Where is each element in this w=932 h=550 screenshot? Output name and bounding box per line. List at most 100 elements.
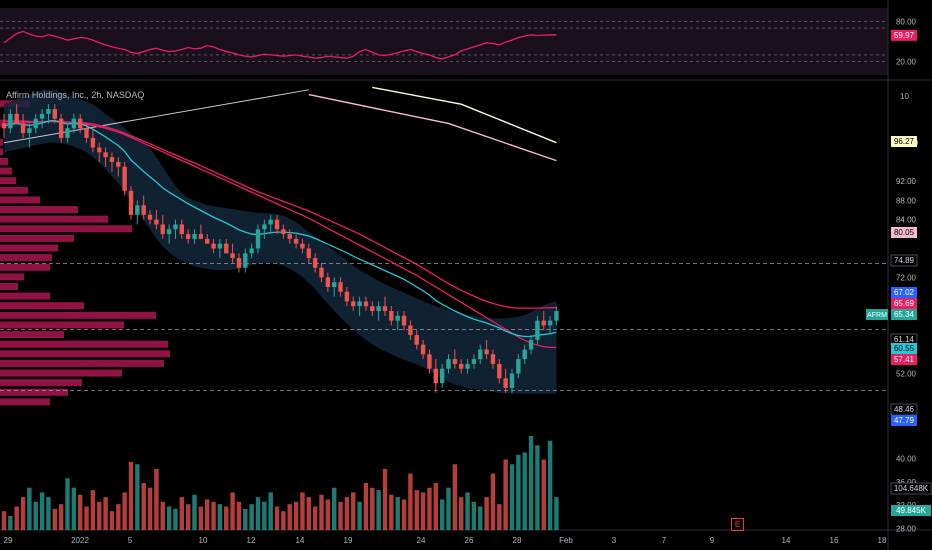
candle-body <box>65 128 70 138</box>
candle-body <box>109 157 115 162</box>
candle-body <box>420 344 426 355</box>
volume-bar <box>84 506 89 530</box>
time-axis-label: 10 <box>199 536 208 545</box>
volume-bar <box>363 483 369 530</box>
volume-bar <box>522 452 527 530</box>
candle-body <box>535 320 540 340</box>
volume-bar <box>8 515 13 530</box>
volume-profile-bar <box>0 398 50 406</box>
candle-body <box>478 349 483 360</box>
volume-bar <box>116 504 121 530</box>
rsi-axis-label: 80.00 <box>896 17 917 26</box>
volume-profile-bar <box>0 177 16 185</box>
candle-body <box>439 368 445 384</box>
price-tag-ema50 <box>891 298 917 309</box>
candle-body <box>325 277 331 287</box>
candle-body <box>452 359 458 364</box>
volume-bar <box>439 499 445 530</box>
candle-body <box>116 161 121 167</box>
candle-body <box>414 335 419 345</box>
price-tag-label-hline-low: 48.46 <box>894 405 915 414</box>
rsi-pane-background <box>0 8 888 75</box>
volume-bar <box>192 494 197 530</box>
rsi-line <box>3 30 557 60</box>
volume-profile-bar <box>0 311 156 319</box>
time-axis-label: Feb <box>559 536 573 545</box>
ema-mid-line <box>3 120 557 309</box>
candle-body <box>147 214 153 220</box>
price-tag-label-ema50: 65.69 <box>894 299 915 308</box>
rsi-value-tag <box>891 29 917 41</box>
volume-bar <box>122 492 127 530</box>
candle-body <box>465 363 470 369</box>
volume-bar <box>535 445 540 530</box>
volume-bar <box>262 501 267 530</box>
time-axis-label: 9 <box>710 536 715 545</box>
candle-body <box>274 219 280 230</box>
earnings-badge[interactable]: E <box>731 518 744 531</box>
volume-bar <box>395 497 400 530</box>
candle-body <box>8 113 13 129</box>
candle-body <box>319 267 324 278</box>
price-axis-label-partial: 10 <box>900 92 909 101</box>
volume-profile-bar <box>0 215 108 223</box>
volume-profile-bar <box>0 331 64 339</box>
price-tag-label-hline-top: 74.89 <box>894 256 915 265</box>
candle-body <box>351 301 356 307</box>
volume-bar <box>39 492 45 530</box>
time-axis-label: 14 <box>296 536 305 545</box>
price-tag-sma200 <box>891 136 917 147</box>
candle-body <box>185 234 191 239</box>
ema-fast-line <box>3 119 557 338</box>
candle-body <box>408 325 413 336</box>
volume-bar <box>306 497 311 530</box>
candle-body <box>401 315 407 326</box>
candle-body <box>433 368 438 384</box>
price-tag-last <box>891 309 917 320</box>
volume-bar <box>14 506 19 530</box>
candle-body <box>547 320 553 326</box>
price-axis-label: 28.00 <box>896 525 917 534</box>
price-axis-label: 52.00 <box>896 370 917 379</box>
volume-bar <box>166 506 172 530</box>
price-tag-label-sma100: 80.05 <box>894 228 915 237</box>
volume-bar <box>332 487 337 530</box>
volume-bar <box>52 508 57 530</box>
volume-profile-bar <box>0 321 124 329</box>
candle-body <box>446 359 451 369</box>
ema-slow-line <box>4 120 557 349</box>
volume-bar <box>198 506 204 530</box>
volume-bar <box>224 506 229 530</box>
time-axis-label: 26 <box>465 536 474 545</box>
trendline <box>3 89 309 144</box>
candle-body <box>306 248 311 259</box>
candle-body <box>84 128 89 138</box>
candle-body <box>293 238 299 244</box>
candle-body <box>382 306 388 312</box>
volume-bar <box>103 497 108 530</box>
candle-body <box>490 354 496 364</box>
candle-body <box>71 118 77 129</box>
candle-body <box>363 301 369 307</box>
candle-body <box>122 166 127 191</box>
volume-bar <box>319 494 324 530</box>
time-axis-label: 18 <box>878 536 887 545</box>
volume-bar <box>205 499 210 530</box>
candle-body <box>262 224 267 230</box>
time-axis-label: 19 <box>344 536 353 545</box>
candle-body <box>1 123 7 129</box>
volume-profile-bar <box>0 138 3 146</box>
candle-body <box>90 137 96 148</box>
volume-bar <box>147 487 153 530</box>
candle-body <box>471 359 477 364</box>
volume-profile-bar <box>0 196 40 204</box>
time-axis-label: 12 <box>247 536 256 545</box>
candle-body <box>166 229 172 235</box>
candle-body <box>236 258 242 268</box>
candle-body <box>554 311 559 321</box>
rsi-axis-label: 20.00 <box>896 58 917 67</box>
volume-bar <box>65 478 70 530</box>
volume-bar <box>465 492 470 530</box>
candle-body <box>255 229 261 249</box>
